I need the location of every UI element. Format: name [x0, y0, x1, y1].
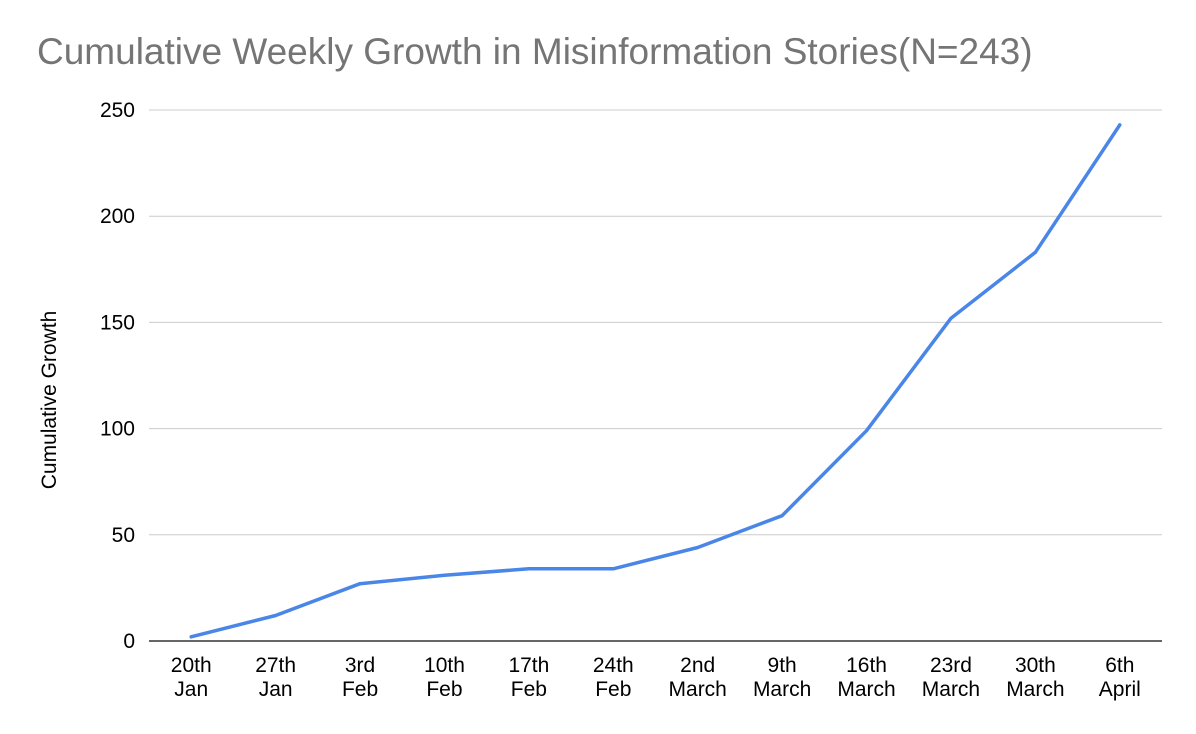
data-point	[274, 614, 278, 618]
chart-title: Cumulative Weekly Growth in Misinformati…	[37, 31, 1033, 72]
x-tick-label: 10th Feb	[424, 654, 465, 701]
data-point	[358, 582, 362, 586]
x-tick-label: 9th March	[753, 654, 811, 701]
data-point	[189, 635, 193, 639]
y-tick-label: 0	[123, 630, 135, 653]
x-tick-label: 23rd March	[922, 654, 980, 701]
x-tick-label: 3rd Feb	[342, 654, 378, 701]
data-point	[611, 567, 615, 571]
x-tick-label: 2nd March	[669, 654, 727, 701]
y-axis-ticks: 0 50 100 150 200 250	[100, 99, 135, 653]
y-tick-label: 50	[112, 524, 135, 547]
data-point	[865, 429, 869, 433]
data-point	[527, 567, 531, 571]
data-point	[696, 546, 700, 550]
x-tick-label: 17th Feb	[508, 654, 549, 701]
data-point	[949, 316, 953, 320]
data-point	[442, 573, 446, 577]
x-tick-label: 27th Jan	[255, 654, 296, 701]
x-tick-label: 30th March	[1006, 654, 1064, 701]
y-axis-label: Cumulative Growth	[38, 311, 61, 490]
data-point	[1033, 250, 1037, 254]
y-tick-label: 100	[100, 418, 135, 441]
y-tick-label: 200	[100, 205, 135, 228]
x-tick-label: 20th Jan	[171, 654, 212, 701]
x-axis-ticks: 20th Jan 27th Jan 3rd Feb 10th Feb 17th Feb 24th Fe…	[171, 654, 1141, 701]
series-layer	[189, 123, 1122, 639]
y-tick-label: 250	[100, 99, 135, 122]
gridlines	[149, 109, 1162, 536]
x-tick-label: 6th April	[1099, 654, 1141, 701]
series-line	[189, 123, 1122, 639]
y-tick-label: 150	[100, 311, 135, 334]
x-tick-label: 16th March	[837, 654, 895, 701]
data-point	[780, 514, 784, 518]
x-tick-label: 24th Feb	[593, 654, 634, 701]
data-point	[1118, 123, 1122, 127]
